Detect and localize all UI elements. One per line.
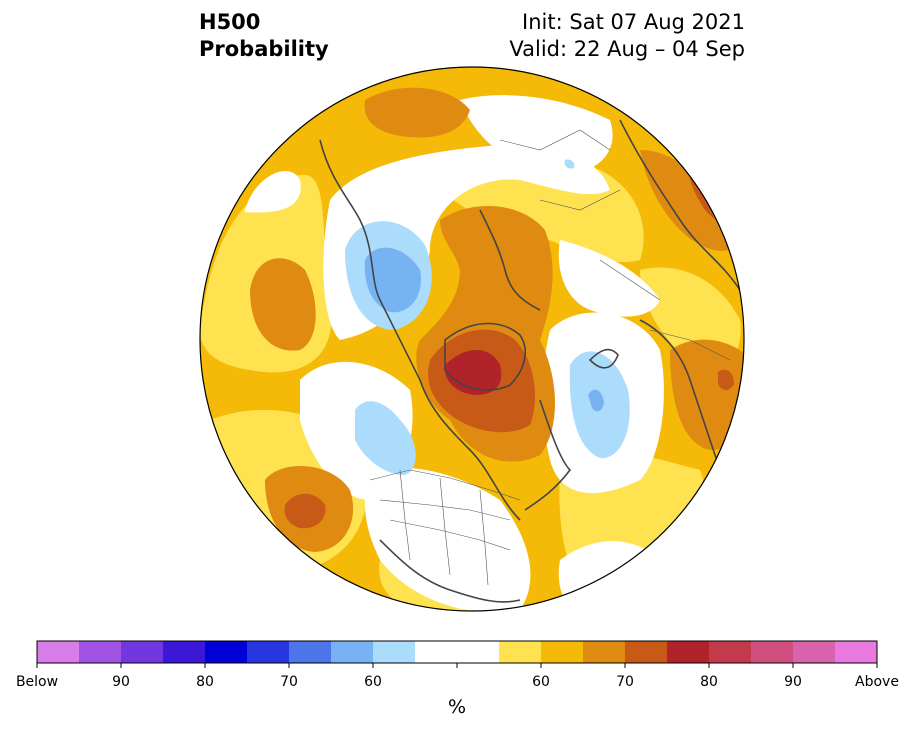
- colorbar-cell: [415, 641, 458, 663]
- colorbar-tick-label: 60: [364, 674, 382, 690]
- colorbar: [36, 640, 878, 668]
- below-zone-pacific: [355, 401, 416, 475]
- colorbar-cell: [331, 641, 374, 663]
- colorbar-unit: %: [447, 696, 467, 718]
- neutral-scandinavia: [558, 240, 660, 317]
- colorbar-cell: [625, 641, 668, 663]
- init-date: Init: Sat 07 Aug 2021: [522, 10, 745, 34]
- colorbar-tick-label: 90: [784, 674, 802, 690]
- political-borders: [369, 129, 731, 586]
- above-core-pacific: [284, 493, 326, 529]
- colorbar-cell: [247, 641, 290, 663]
- above-zone-siberia-north: [364, 87, 470, 138]
- colorbar-cell: [37, 641, 80, 663]
- below-core-atlantic: [588, 389, 604, 412]
- colorbar-cells: [37, 641, 878, 663]
- colorbar-tick-label: 70: [616, 674, 634, 690]
- colorbar-cell: [457, 641, 500, 663]
- probability-field: [200, 67, 744, 611]
- colorbar-tick-label: Above: [855, 674, 899, 690]
- colorbar-cell: [583, 641, 626, 663]
- colorbar-tick-label: 90: [112, 674, 130, 690]
- colorbar-cell: [289, 641, 332, 663]
- colorbar-cell: [793, 641, 836, 663]
- polar-map: [199, 66, 745, 612]
- colorbar-cell: [709, 641, 752, 663]
- colorbar-cell: [373, 641, 416, 663]
- title-right: Init: Sat 07 Aug 2021 Valid: 22 Aug – 04…: [509, 9, 745, 63]
- colorbar-cell: [835, 641, 878, 663]
- colorbar-cell: [121, 641, 164, 663]
- title-left: H500 Probability: [199, 9, 329, 63]
- colorbar-cell: [667, 641, 710, 663]
- colorbar-tick-label: 70: [280, 674, 298, 690]
- above-zone-north-pacific: [250, 258, 316, 351]
- above-core-europe: [718, 369, 734, 390]
- variable-title: H500: [199, 10, 261, 34]
- colorbar-tick-label: Below: [15, 674, 59, 690]
- above-zone-alaska: [640, 150, 740, 251]
- colorbar-tick-label: 60: [532, 674, 550, 690]
- colorbar-cell: [205, 641, 248, 663]
- above-peak-canada: [444, 350, 502, 395]
- map-boundary: [199, 66, 745, 612]
- neutral-siberia: [460, 95, 613, 175]
- valid-range: Valid: 22 Aug – 04 Sep: [509, 37, 745, 61]
- colorbar-cell: [751, 641, 794, 663]
- below-zone-small: [564, 159, 575, 169]
- colorbar-cell: [79, 641, 122, 663]
- neutral-north-america: [364, 467, 531, 611]
- colorbar-cell: [163, 641, 206, 663]
- colorbar-cell: [541, 641, 584, 663]
- neutral-west-patch: [245, 171, 301, 213]
- colorbar-cell: [499, 641, 542, 663]
- colorbar-tick-label: 80: [700, 674, 718, 690]
- colorbar-tick-marks: [36, 663, 878, 668]
- neutral-south-atlantic: [558, 541, 660, 611]
- variable-subtitle: Probability: [199, 37, 329, 61]
- colorbar-tick-label: 80: [196, 674, 214, 690]
